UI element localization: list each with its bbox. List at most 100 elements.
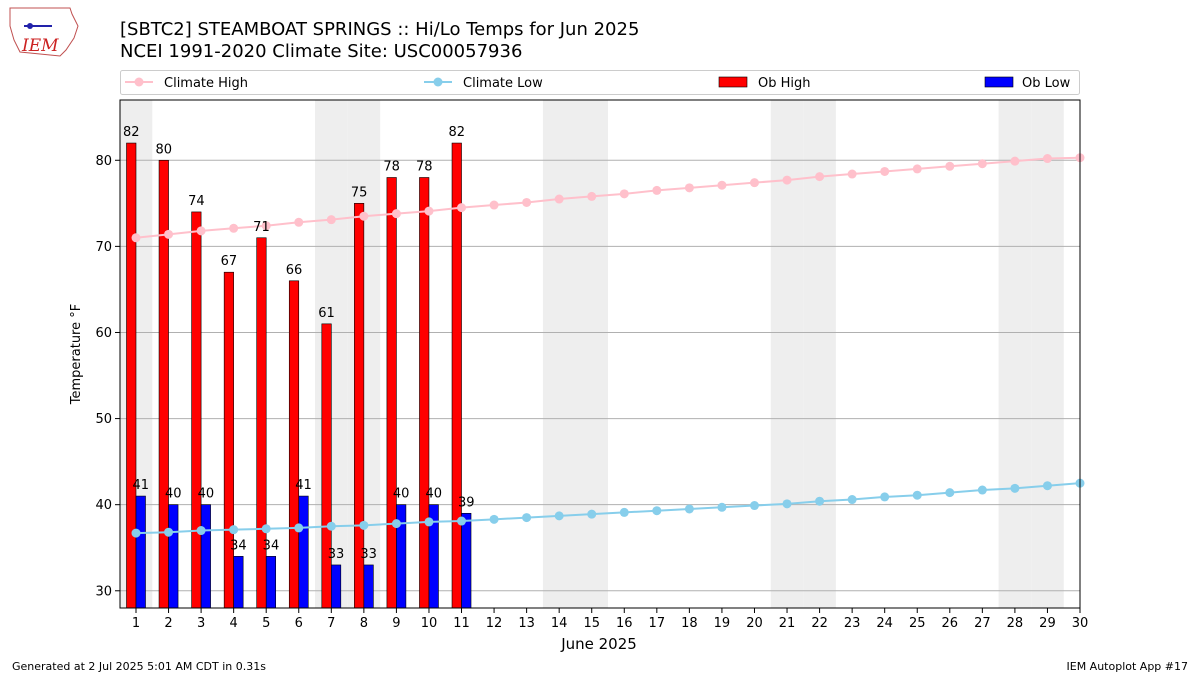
y-tick-label: 80 bbox=[95, 154, 112, 169]
legend-item-climate-low: Climate Low bbox=[424, 76, 543, 91]
point-climate-low bbox=[196, 526, 206, 536]
y-axis-ticks: 30 40 50 60 70 80 bbox=[95, 154, 120, 599]
legend-item-ob-high: Ob High bbox=[718, 76, 811, 91]
bar-label-ob-high: 78 bbox=[416, 159, 433, 174]
point-climate-high bbox=[164, 229, 174, 239]
point-climate-high bbox=[1042, 154, 1052, 164]
weekend-shading bbox=[120, 100, 1064, 608]
x-axis-label: June 2025 bbox=[560, 635, 637, 653]
bar-label-ob-low: 41 bbox=[132, 478, 149, 493]
x-tick-label: 8 bbox=[360, 616, 368, 631]
x-tick-label: 26 bbox=[942, 616, 959, 631]
iowa-outline-icon bbox=[9, 7, 79, 57]
x-tick-label: 4 bbox=[230, 616, 238, 631]
bar-ob-high bbox=[126, 142, 137, 609]
climate-lines bbox=[131, 153, 1085, 538]
point-climate-low bbox=[684, 504, 694, 514]
point-climate-high bbox=[554, 194, 564, 204]
point-climate-low bbox=[261, 524, 271, 534]
point-climate-low bbox=[1042, 481, 1052, 491]
bar-label-ob-high: 75 bbox=[351, 185, 368, 200]
y-gridlines bbox=[120, 159, 1080, 592]
x-tick-label: 24 bbox=[876, 616, 893, 631]
point-climate-high bbox=[489, 200, 499, 210]
bar-ob-low bbox=[200, 504, 211, 609]
point-climate-high bbox=[717, 180, 727, 190]
bar-ob-high bbox=[419, 177, 430, 609]
bar-label-ob-high: 82 bbox=[448, 125, 465, 140]
point-climate-high bbox=[652, 185, 662, 195]
line-climate-high bbox=[135, 156, 1081, 239]
logo-text: IEM bbox=[21, 36, 59, 56]
point-climate-high bbox=[619, 189, 629, 199]
y-tick-label: 70 bbox=[95, 240, 112, 255]
bar-ob-high bbox=[321, 323, 332, 609]
weekend-band bbox=[998, 100, 1032, 608]
x-tick-label: 20 bbox=[746, 616, 763, 631]
x-tick-label: 15 bbox=[583, 616, 600, 631]
bar-ob-low bbox=[168, 504, 179, 609]
point-climate-high bbox=[131, 233, 141, 243]
weekend-band bbox=[770, 100, 804, 608]
point-climate-low bbox=[424, 517, 434, 527]
point-climate-low bbox=[1010, 483, 1020, 493]
logo-dot-icon bbox=[27, 23, 33, 29]
point-climate-high bbox=[261, 221, 271, 231]
bar-label-ob-high: 78 bbox=[383, 159, 400, 174]
weekend-band bbox=[1031, 100, 1064, 608]
x-tick-label: 9 bbox=[392, 616, 400, 631]
point-climate-high bbox=[587, 191, 597, 201]
bar-ob-high bbox=[223, 271, 234, 609]
bar-label-ob-low: 34 bbox=[230, 538, 247, 553]
point-climate-low bbox=[815, 496, 825, 506]
bar-ob-low bbox=[363, 564, 374, 609]
point-climate-high bbox=[782, 175, 792, 185]
point-climate-low bbox=[717, 502, 727, 512]
legend-label-ob-low: Ob Low bbox=[1022, 76, 1071, 91]
point-climate-low bbox=[359, 520, 369, 530]
x-tick-label: 18 bbox=[681, 616, 698, 631]
legend-label-ob-high: Ob High bbox=[758, 76, 811, 91]
footer-app-id: IEM Autoplot App #17 bbox=[1067, 660, 1189, 673]
point-climate-low bbox=[326, 521, 336, 531]
legend: Climate High Climate Low Ob High Ob Low bbox=[120, 70, 1080, 95]
x-tick-label: 27 bbox=[974, 616, 991, 631]
x-tick-label: 25 bbox=[909, 616, 926, 631]
x-tick-label: 19 bbox=[714, 616, 731, 631]
point-climate-low bbox=[652, 506, 662, 516]
x-tick-label: 10 bbox=[421, 616, 438, 631]
point-climate-low bbox=[847, 495, 857, 505]
point-climate-low bbox=[391, 519, 401, 529]
weekend-band bbox=[803, 100, 836, 608]
bar-label-ob-low: 40 bbox=[165, 487, 182, 502]
legend-label-climate-low: Climate Low bbox=[463, 76, 543, 91]
bar-label-ob-low: 39 bbox=[458, 495, 475, 510]
x-tick-label: 21 bbox=[779, 616, 796, 631]
bar-label-ob-high: 71 bbox=[253, 220, 270, 235]
x-tick-label: 5 bbox=[262, 616, 270, 631]
bar-ob-high bbox=[386, 177, 397, 609]
bar-label-ob-low: 33 bbox=[360, 547, 377, 562]
bar-label-ob-low: 34 bbox=[263, 538, 280, 553]
legend-label-climate-high: Climate High bbox=[164, 76, 248, 91]
bar-ob-low bbox=[265, 556, 277, 609]
point-climate-low bbox=[229, 525, 239, 535]
point-climate-low bbox=[619, 507, 629, 517]
x-tick-label: 29 bbox=[1039, 616, 1056, 631]
point-climate-high bbox=[977, 159, 987, 169]
x-tick-label: 23 bbox=[844, 616, 861, 631]
bar-ob-low bbox=[331, 564, 342, 609]
point-climate-high bbox=[196, 226, 206, 236]
point-climate-high bbox=[847, 169, 857, 179]
weekend-band bbox=[542, 100, 576, 608]
point-climate-low bbox=[587, 509, 597, 519]
point-climate-high bbox=[522, 197, 532, 207]
point-climate-low bbox=[457, 516, 467, 526]
legend-box bbox=[120, 70, 1080, 95]
point-climate-high bbox=[912, 164, 922, 174]
chart-subtitle: NCEI 1991-2020 Climate Site: USC00057936 bbox=[120, 41, 522, 62]
point-climate-high bbox=[684, 183, 694, 193]
chart-title: [SBTC2] STEAMBOAT SPRINGS :: Hi/Lo Temps… bbox=[120, 19, 639, 40]
point-climate-high bbox=[294, 217, 304, 227]
